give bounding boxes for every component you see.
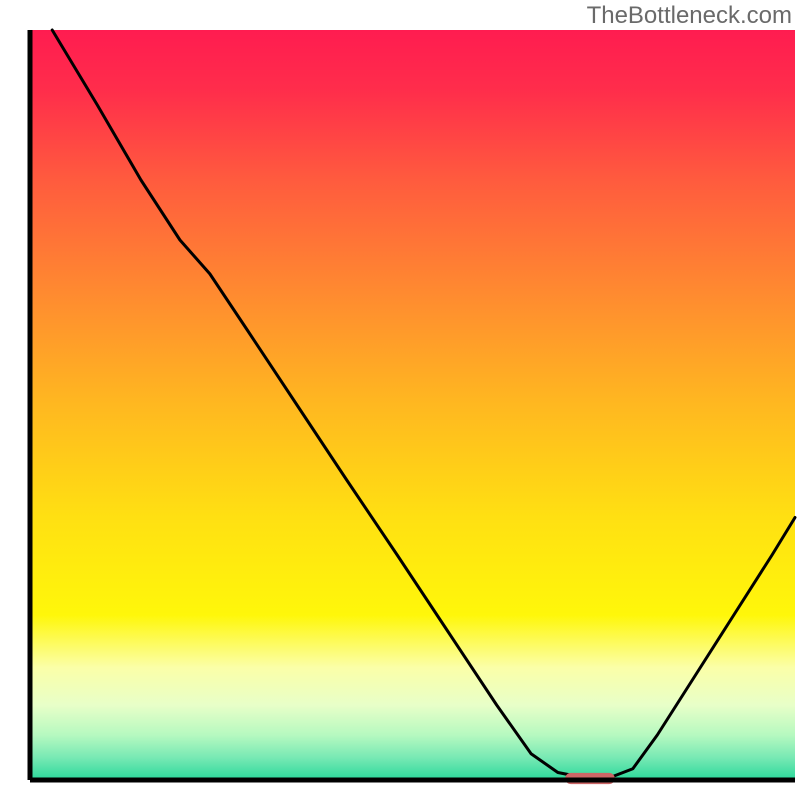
- attribution-text: TheBottleneck.com: [587, 2, 792, 30]
- chart-background: [30, 30, 795, 780]
- bottleneck-chart: [0, 0, 800, 800]
